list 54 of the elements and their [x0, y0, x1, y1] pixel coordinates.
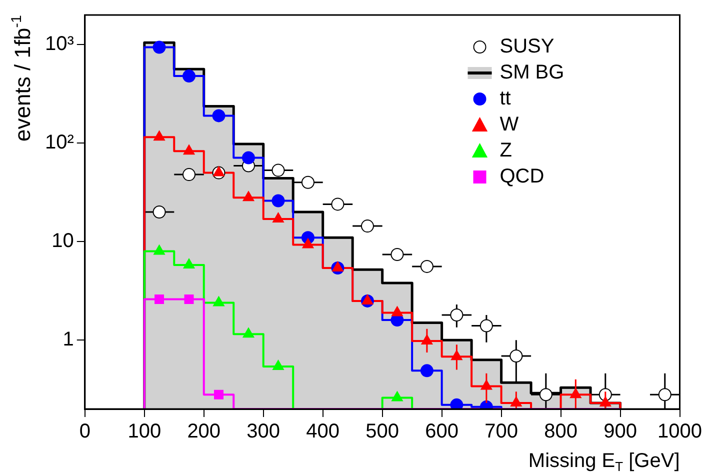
legend-label: QCD	[500, 166, 544, 188]
point	[213, 166, 224, 176]
x-tick-label: 100	[128, 420, 162, 443]
x-tick-label: 800	[544, 420, 578, 443]
point	[392, 306, 403, 316]
legend-label: SM BG	[500, 62, 564, 84]
point	[539, 388, 552, 402]
point	[420, 364, 434, 378]
point	[182, 168, 196, 182]
point	[480, 319, 493, 332]
point	[302, 238, 314, 248]
point	[152, 206, 166, 218]
x-tick-label: 300	[246, 420, 280, 443]
x-tick-label: 600	[425, 420, 458, 443]
point	[212, 109, 226, 122]
point	[154, 294, 164, 304]
point	[154, 130, 165, 141]
y-tick-label: 1	[62, 328, 74, 351]
point	[182, 70, 196, 83]
y-tick-label: 10	[52, 230, 74, 252]
point	[272, 360, 284, 370]
x-tick-label: 700	[484, 420, 518, 443]
point	[183, 258, 195, 268]
x-tick-label: 500	[366, 420, 400, 443]
point	[183, 144, 195, 155]
point	[242, 328, 254, 338]
legend-label: tt	[500, 88, 512, 110]
x-tick-label: 900	[604, 420, 637, 443]
x-tick-label: 1000	[658, 420, 702, 443]
point	[154, 244, 165, 255]
point	[392, 391, 403, 402]
y-axis-title: events / 1fb-1	[9, 14, 35, 142]
x-tick-label: 400	[306, 420, 340, 443]
point	[272, 194, 285, 208]
point	[152, 40, 166, 54]
y-tick-label: 10³	[45, 33, 74, 56]
point	[450, 308, 464, 322]
y-tick-label: 10²	[45, 132, 74, 154]
x-tick-label: 0	[79, 420, 90, 443]
legend-label: W	[500, 114, 519, 136]
point	[510, 350, 523, 363]
point	[332, 262, 344, 272]
legend-label: SUSY	[500, 36, 554, 58]
point	[272, 212, 284, 222]
x-tick-label: 200	[187, 420, 221, 443]
point	[214, 390, 224, 400]
point	[242, 151, 255, 164]
point	[242, 191, 254, 202]
point	[362, 294, 374, 304]
legend-label: Z	[500, 140, 512, 162]
point	[184, 294, 194, 304]
point	[213, 296, 224, 306]
point	[658, 388, 672, 402]
point	[450, 398, 464, 409]
